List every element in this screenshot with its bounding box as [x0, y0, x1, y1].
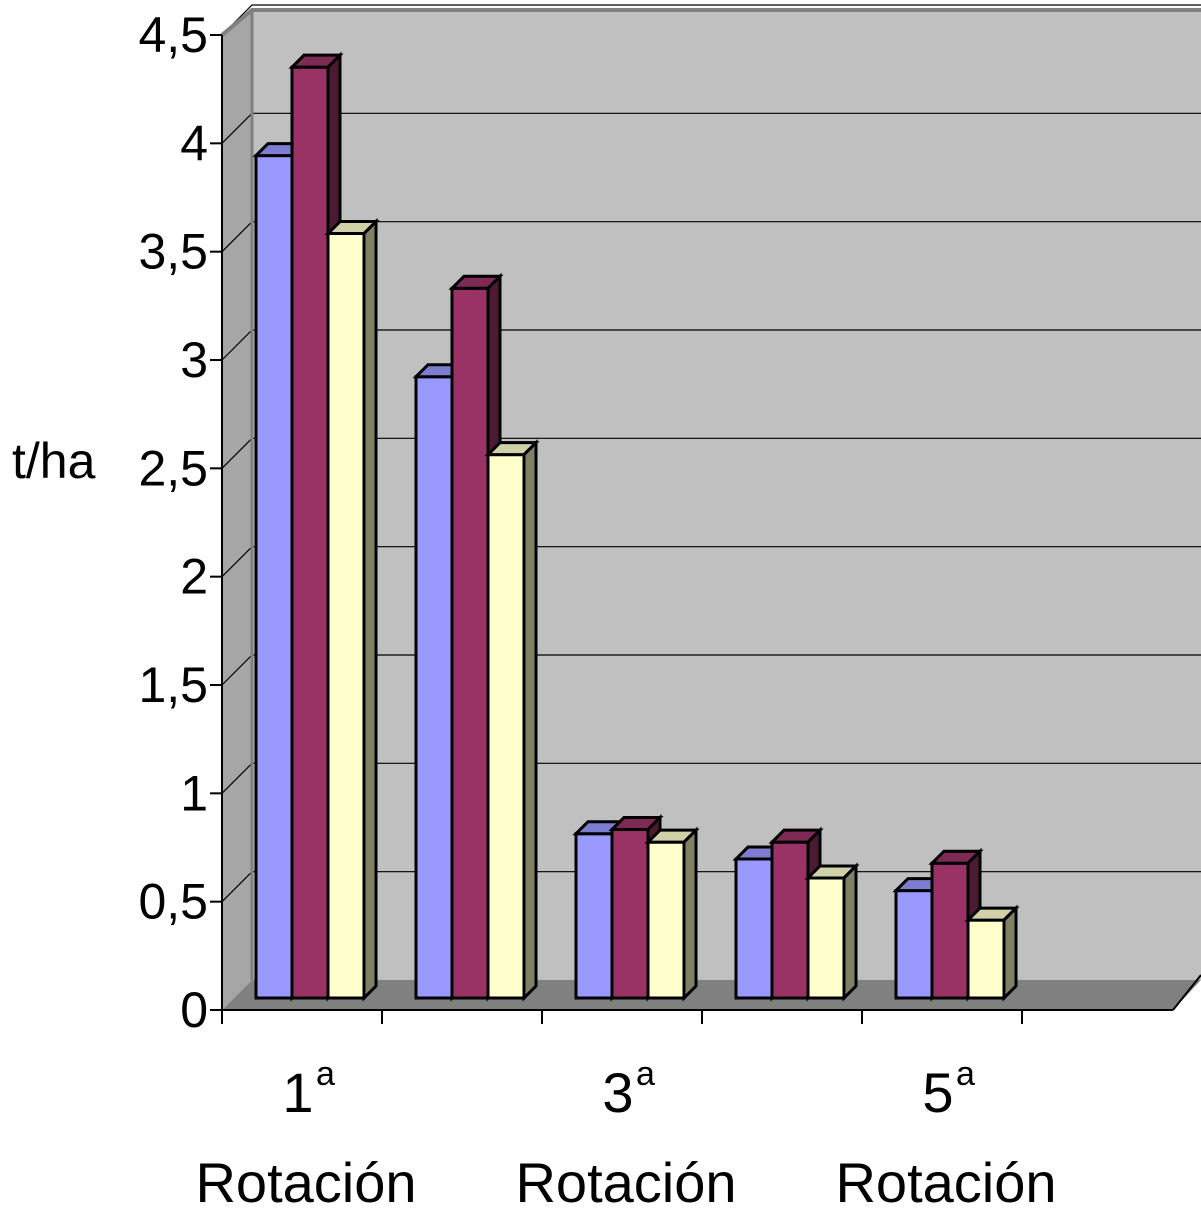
bar-side	[1002, 904, 1018, 1002]
x-category-superscript: a	[316, 1055, 335, 1093]
bar	[610, 828, 650, 1000]
bar	[290, 65, 330, 1000]
bar	[326, 232, 366, 1000]
bar-side	[362, 217, 378, 1002]
y-tick-label: 4	[180, 115, 208, 171]
y-tick-label: 0	[180, 982, 208, 1038]
x-category-name: Rotación	[195, 1151, 416, 1210]
y-tick-label: 3,5	[138, 224, 208, 280]
bar	[966, 918, 1006, 1000]
x-category-ordinal: 3	[602, 1061, 633, 1124]
bar	[894, 889, 934, 1000]
side-wall	[222, 10, 252, 1010]
x-axis-depth	[1172, 974, 1201, 1011]
bar-side	[522, 439, 538, 1002]
y-tick-label: 3	[180, 332, 208, 388]
x-category-superscript: a	[636, 1055, 655, 1093]
bar	[646, 840, 686, 1000]
bar-side	[842, 862, 858, 1002]
y-tick-label: 1,5	[138, 657, 208, 713]
bar	[254, 154, 294, 1000]
bar	[574, 832, 614, 1000]
bar	[414, 375, 454, 1000]
y-tick-label: 2,5	[138, 440, 208, 496]
x-category-superscript: a	[956, 1055, 975, 1093]
y-tick-label: 4,5	[138, 7, 208, 63]
x-category-ordinal: 1	[282, 1061, 313, 1124]
bar-side	[682, 826, 698, 1002]
x-category-ordinal: 5	[922, 1061, 953, 1124]
bar	[930, 861, 970, 1000]
x-category-name: Rotación	[835, 1151, 1056, 1210]
x-category-name: Rotación	[515, 1151, 736, 1210]
bar	[770, 840, 810, 1000]
y-tick-label: 0,5	[138, 874, 208, 930]
bar	[486, 453, 526, 1000]
y-tick-label: 2	[180, 549, 208, 605]
y-axis-title: t/ha	[12, 433, 96, 489]
bar	[734, 857, 774, 1000]
back-wall	[252, 10, 1201, 980]
y-tick-label: 1	[180, 765, 208, 821]
bar	[450, 286, 490, 1000]
bar	[806, 876, 846, 1000]
